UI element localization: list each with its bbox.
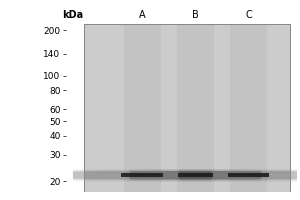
Text: kDa: kDa	[62, 10, 83, 20]
Bar	[178, 173, 213, 177]
FancyBboxPatch shape	[179, 169, 300, 182]
Text: B: B	[192, 10, 199, 20]
Bar	[124, 24, 161, 192]
Text: C: C	[245, 10, 252, 20]
FancyBboxPatch shape	[73, 171, 212, 180]
FancyBboxPatch shape	[73, 169, 212, 182]
FancyBboxPatch shape	[130, 169, 261, 182]
Bar	[85, 24, 290, 192]
Bar	[177, 24, 214, 192]
Text: A: A	[139, 10, 146, 20]
FancyBboxPatch shape	[130, 171, 261, 180]
Bar	[85, 24, 290, 192]
FancyBboxPatch shape	[179, 171, 300, 180]
Bar	[228, 173, 269, 177]
Bar	[122, 173, 163, 177]
Bar	[230, 24, 267, 192]
